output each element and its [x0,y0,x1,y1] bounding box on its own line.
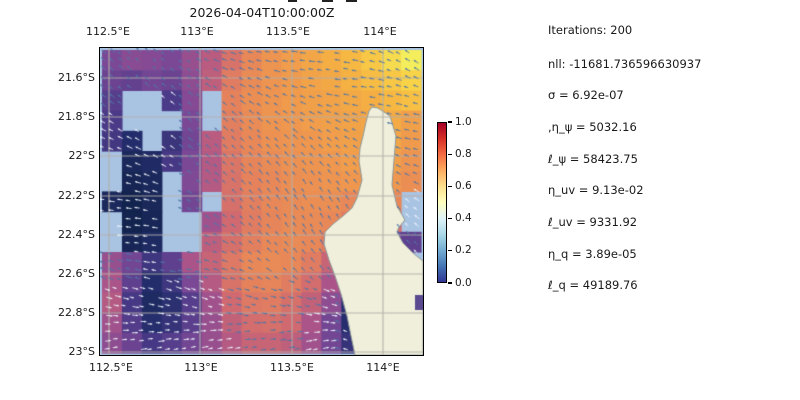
x-tick-top-0: 112.5°E [86,25,130,38]
x-tick-bottom-0: 112.5°E [89,361,133,374]
stat-ell-uv: ℓ_uv = 9331.92 [548,215,638,229]
y-tick-3: 22.2°S [58,189,95,202]
y-tick-6: 22.8°S [58,306,95,319]
colorbar-tick [447,185,452,187]
stat-eta-uv: η_uv = 9.13e-02 [548,183,644,197]
stat-ell-psi: ℓ_ψ = 58423.75 [548,152,638,166]
map-plot [99,47,424,356]
y-tick-4: 22.4°S [58,228,95,241]
colorbar [437,122,447,283]
stat-eta-psi: ,η_ψ = 5032.16 [548,120,637,134]
colorbar-label-0: 1.0 [455,116,472,128]
clipped-text-artifact [288,0,297,2]
colorbar-tick [447,153,452,155]
y-tick-0: 21.6°S [58,71,95,84]
clipped-text-artifact [322,0,333,2]
colorbar-tick [447,282,452,284]
plot-title: 2026-04-04T10:00:00Z [189,5,335,20]
colorbar-label-5: 0.0 [455,277,472,289]
y-tick-2: 22°S [68,149,95,162]
stat-sigma: σ = 6.92e-07 [548,88,624,102]
colorbar-label-4: 0.2 [455,244,472,256]
colorbar-tick [447,121,452,123]
colorbar-label-1: 0.8 [455,148,472,160]
x-tick-bottom-3: 114°E [366,361,400,374]
colorbar-label-3: 0.4 [455,212,472,224]
heatmap-canvas [100,48,423,355]
colorbar-tick [447,250,452,252]
stat-ell-q: ℓ_q = 49189.76 [548,278,638,292]
y-tick-5: 22.6°S [58,267,95,280]
colorbar-tick [447,218,452,220]
stat-eta-q: η_q = 3.89e-05 [548,247,637,261]
x-tick-top-2: 113.5°E [266,25,310,38]
x-tick-bottom-2: 113.5°E [270,361,314,374]
stats-panel: Iterations: 200 nll: -11681.736596630937… [548,0,798,400]
y-tick-1: 21.8°S [58,110,95,123]
y-tick-7: 23°S [68,345,95,358]
colorbar-label-2: 0.6 [455,180,472,192]
stat-iterations: Iterations: 200 [548,23,633,37]
x-tick-top-1: 113°E [180,25,214,38]
clipped-text-artifact [346,0,357,2]
x-tick-top-3: 114°E [363,25,397,38]
stat-nll: nll: -11681.736596630937 [548,57,702,71]
x-tick-bottom-1: 113°E [184,361,218,374]
